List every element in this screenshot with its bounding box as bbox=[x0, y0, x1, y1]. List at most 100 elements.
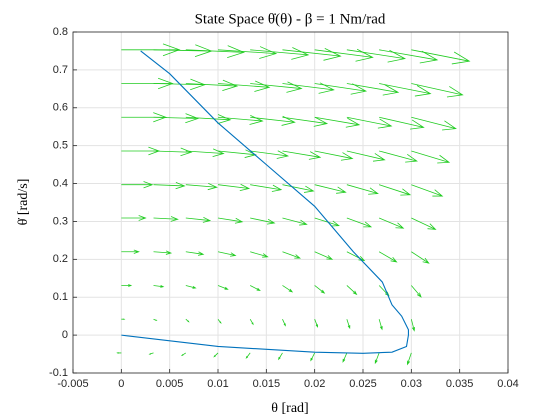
quiver-arrow bbox=[282, 150, 322, 160]
quiver-arrow bbox=[346, 217, 373, 228]
quiver-arrow bbox=[217, 251, 237, 257]
quiver-arrow bbox=[185, 182, 218, 191]
quiver-arrow bbox=[282, 285, 294, 293]
quiver-arrow bbox=[217, 46, 278, 59]
quiver-arrow bbox=[379, 184, 412, 196]
quiver-arrow bbox=[379, 150, 418, 163]
y-tick-label: -0.1 bbox=[49, 367, 68, 379]
quiver-arrow bbox=[346, 251, 366, 262]
quiver-arrow bbox=[185, 114, 232, 125]
x-tick-label: 0 bbox=[118, 378, 124, 390]
quiver-arrow bbox=[282, 319, 286, 327]
quiver-arrow bbox=[346, 319, 351, 330]
quiver-arrow bbox=[153, 147, 193, 157]
x-axis-label: θ [rad] bbox=[271, 401, 308, 416]
quiver-arrow bbox=[411, 285, 422, 298]
x-tick-label: 0.015 bbox=[253, 378, 281, 390]
x-tick-label: 0.005 bbox=[156, 378, 184, 390]
quiver-arrow bbox=[185, 79, 239, 92]
quiver-arrow bbox=[314, 83, 368, 95]
y-tick-label: 0 bbox=[62, 329, 68, 341]
quiver-arrow bbox=[250, 81, 303, 93]
quiver-arrow bbox=[282, 116, 329, 127]
quiver-arrow bbox=[411, 217, 437, 230]
x-tick-label: 0.04 bbox=[497, 378, 518, 390]
quiver-arrow bbox=[374, 352, 380, 365]
quiver-arrow bbox=[153, 182, 186, 190]
quiver-arrow bbox=[379, 49, 439, 64]
quiver-arrow bbox=[116, 352, 122, 354]
quiver-arrow bbox=[282, 48, 342, 61]
quiver-arrow bbox=[378, 217, 405, 229]
quiver-arrow bbox=[121, 318, 126, 320]
y-tick-label: 0.4 bbox=[53, 177, 68, 189]
quiver-arrow bbox=[310, 352, 316, 362]
quiver-arrow bbox=[180, 352, 187, 357]
y-tick-label: 0.2 bbox=[53, 253, 68, 265]
quiver-arrow bbox=[314, 319, 318, 328]
quiver-arrow bbox=[217, 318, 222, 324]
quiver-arrow bbox=[378, 251, 398, 263]
quiver-arrow bbox=[411, 49, 471, 65]
quiver-arrow bbox=[217, 217, 244, 224]
quiver-arrow bbox=[314, 116, 361, 128]
quiver-arrow bbox=[121, 181, 154, 189]
quiver-arrow bbox=[153, 113, 200, 124]
quiver-arrow bbox=[153, 285, 165, 288]
quiver-arrow bbox=[346, 116, 393, 129]
quiver-arrow bbox=[314, 217, 340, 227]
quiver-arrow bbox=[411, 116, 457, 131]
y-axis-label: θ̇ [rad/s] bbox=[16, 179, 31, 226]
quiver-arrow bbox=[346, 49, 407, 63]
quiver-arrow bbox=[411, 251, 430, 264]
quiver-arrow bbox=[250, 150, 290, 159]
y-tick-label: 0.3 bbox=[53, 215, 68, 227]
quiver-arrow bbox=[411, 184, 444, 197]
quiver-arrow bbox=[406, 352, 412, 366]
plot-frame bbox=[72, 31, 509, 374]
quiver-arrow bbox=[213, 352, 219, 358]
quiver-arrow bbox=[314, 285, 326, 294]
quiver-arrow bbox=[153, 216, 179, 222]
quiver-arrow bbox=[282, 251, 301, 259]
quiver-arrow bbox=[379, 83, 432, 97]
trajectory-line bbox=[121, 50, 409, 354]
quiver-arrow bbox=[314, 184, 347, 194]
quiver-arrow bbox=[153, 318, 158, 321]
quiver-arrow bbox=[250, 47, 310, 60]
x-tick-label: 0.01 bbox=[207, 378, 228, 390]
quiver-arrow bbox=[185, 285, 197, 289]
quiver-arrow bbox=[346, 150, 386, 162]
quiver-arrow bbox=[148, 352, 154, 355]
quiver-arrow bbox=[185, 318, 190, 323]
quiver-arrow bbox=[410, 319, 415, 332]
y-tick-label: 0.8 bbox=[53, 26, 68, 38]
x-tick-label: 0.025 bbox=[349, 378, 377, 390]
x-tick-label: -0.005 bbox=[57, 378, 88, 390]
quiver-arrow bbox=[346, 184, 379, 195]
x-tick-label: 0.035 bbox=[446, 378, 474, 390]
y-tick-label: 0.6 bbox=[53, 102, 68, 114]
quiver-arrow bbox=[250, 115, 296, 126]
quiver-arrow bbox=[185, 148, 225, 158]
quiver-arrow bbox=[314, 251, 334, 260]
x-tick-label: 0.03 bbox=[401, 378, 422, 390]
quiver-arrow bbox=[278, 352, 283, 361]
quiver-arrow bbox=[153, 250, 173, 255]
quiver-arrow bbox=[249, 318, 254, 326]
quiver-arrow bbox=[250, 285, 261, 292]
quiver-arrow bbox=[250, 184, 283, 192]
quiver-arrow bbox=[121, 284, 133, 287]
quiver-arrow bbox=[245, 352, 251, 359]
x-tick-label: 0.02 bbox=[304, 378, 325, 390]
quiver-arrow bbox=[185, 251, 205, 256]
chart-title: State Space θ̇(θ) - β = 1 Nm/rad bbox=[195, 11, 386, 27]
quiver-arrow bbox=[411, 83, 464, 98]
quiver-arrow bbox=[217, 80, 271, 92]
quiver-arrow bbox=[217, 115, 264, 125]
quiver-arrow bbox=[250, 251, 269, 258]
quiver-arrow bbox=[282, 184, 315, 193]
quiver-arrow bbox=[346, 285, 358, 296]
quiver-arrow bbox=[411, 150, 451, 164]
quiver-arrow bbox=[121, 215, 147, 221]
